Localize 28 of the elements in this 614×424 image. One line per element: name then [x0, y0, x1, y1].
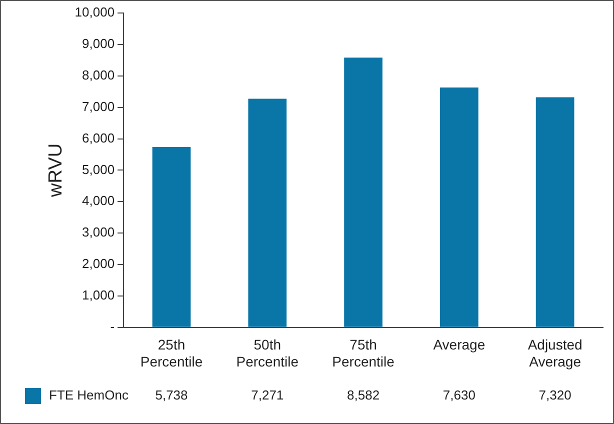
- y-tick-label: -: [110, 318, 115, 334]
- y-tick-label: 6,000: [82, 130, 115, 146]
- y-tick-label: 8,000: [82, 67, 115, 82]
- y-tick-label: 7,000: [82, 98, 115, 114]
- data-label: 7,271: [251, 388, 284, 403]
- data-label: 5,738: [155, 388, 188, 403]
- y-tick-label: 9,000: [82, 36, 115, 52]
- x-tick-label: 25th Percentile: [140, 336, 203, 370]
- bar: [536, 97, 574, 327]
- data-label: 8,582: [347, 388, 380, 403]
- y-tick-label: 5,000: [82, 162, 115, 177]
- x-tick-label: Average: [433, 336, 486, 353]
- x-tick-label: 50th Percentile: [236, 336, 299, 370]
- legend-label: FTE HemOnc: [49, 388, 129, 403]
- bar: [440, 88, 478, 327]
- x-tick-label: 75th Percentile: [332, 336, 395, 370]
- bar: [344, 58, 382, 327]
- y-tick-label: 10,000: [74, 4, 115, 20]
- y-tick-label: 2,000: [82, 256, 115, 272]
- y-axis-title: wRVU: [46, 143, 67, 198]
- bar: [248, 98, 287, 327]
- y-tick-label: 1,000: [82, 288, 115, 303]
- x-tick-label: Adjusted Average: [528, 336, 582, 370]
- y-tick-label: 3,000: [82, 224, 115, 240]
- data-label: 7,630: [442, 388, 476, 403]
- y-tick-label: 4,000: [82, 193, 115, 208]
- data-label: 7,320: [538, 388, 572, 403]
- bar: [152, 147, 191, 327]
